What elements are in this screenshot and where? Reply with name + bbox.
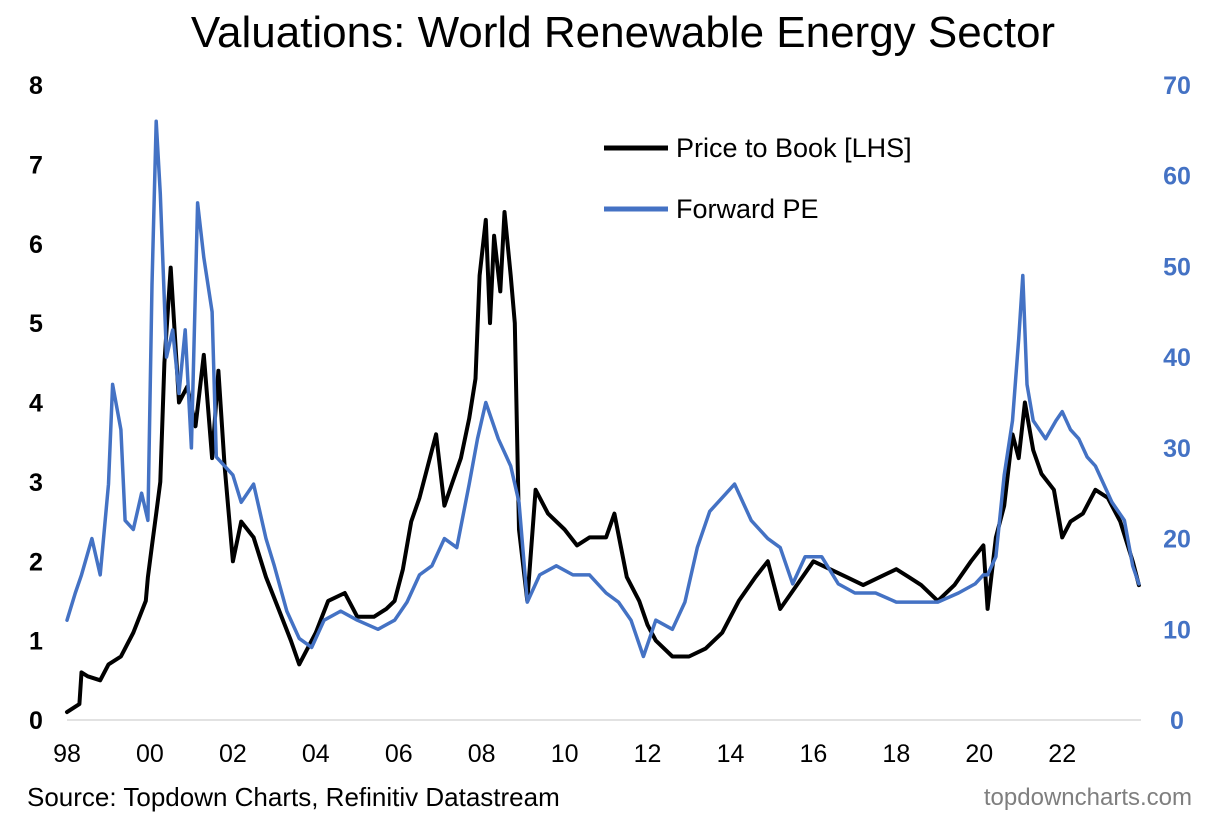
left-tick-label: 3 xyxy=(29,469,43,497)
source-note: Source: Topdown Charts, Refinitiv Datast… xyxy=(27,782,560,812)
legend-label: Forward PE xyxy=(676,194,819,224)
legend-label: Price to Book [LHS] xyxy=(676,133,912,163)
series-lines xyxy=(65,119,1141,715)
right-tick-label: 60 xyxy=(1163,163,1191,191)
legend: Price to Book [LHS] Forward PE xyxy=(604,133,912,224)
x-axis-ticks: 98 00 02 04 06 08 10 12 14 16 18 20 22 xyxy=(53,740,1076,768)
left-tick-label: 1 xyxy=(29,628,43,656)
x-tick-label: 10 xyxy=(551,740,579,768)
x-tick-label: 20 xyxy=(965,740,993,768)
right-axis-ticks: 0 10 20 30 40 50 60 70 xyxy=(1163,72,1191,735)
left-tick-label: 4 xyxy=(29,390,43,418)
x-tick-label: 00 xyxy=(136,740,164,768)
right-tick-label: 30 xyxy=(1163,435,1191,463)
left-tick-label: 7 xyxy=(29,151,43,179)
x-tick-label: 08 xyxy=(468,740,496,768)
x-tick-label: 06 xyxy=(385,740,413,768)
watermark: topdowncharts.com xyxy=(983,784,1192,811)
x-tick-label: 04 xyxy=(302,740,330,768)
left-tick-label: 5 xyxy=(29,310,43,338)
left-tick-label: 8 xyxy=(29,72,43,100)
left-tick-label: 2 xyxy=(29,548,43,576)
right-tick-label: 70 xyxy=(1163,72,1191,100)
x-tick-label: 22 xyxy=(1048,740,1076,768)
right-tick-label: 0 xyxy=(1170,707,1184,735)
left-axis-ticks: 0 1 2 3 4 5 6 7 8 xyxy=(29,72,43,735)
left-tick-label: 6 xyxy=(29,231,43,259)
x-tick-label: 14 xyxy=(717,740,745,768)
x-tick-label: 12 xyxy=(634,740,662,768)
right-tick-label: 40 xyxy=(1163,344,1191,372)
chart-title: Valuations: World Renewable Energy Secto… xyxy=(190,8,1056,57)
forward-pe-line xyxy=(65,119,1141,659)
right-tick-label: 50 xyxy=(1163,253,1191,281)
left-tick-label: 0 xyxy=(29,707,43,735)
right-tick-label: 10 xyxy=(1163,616,1191,644)
right-tick-label: 20 xyxy=(1163,526,1191,554)
x-tick-label: 98 xyxy=(53,740,81,768)
x-tick-label: 02 xyxy=(219,740,247,768)
x-tick-label: 18 xyxy=(882,740,910,768)
x-tick-label: 16 xyxy=(800,740,828,768)
price-to-book-line xyxy=(65,210,1141,715)
